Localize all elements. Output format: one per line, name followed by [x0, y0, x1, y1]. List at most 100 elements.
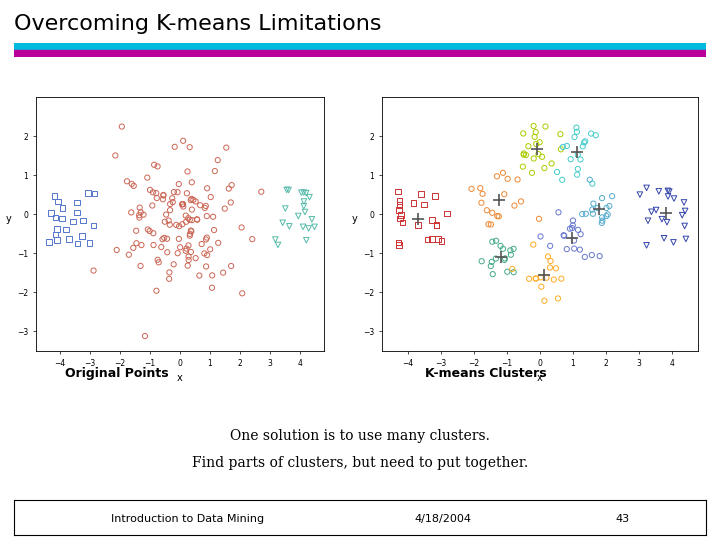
Point	[571, 127, 582, 136]
Point	[158, 191, 169, 200]
Point	[164, 220, 176, 229]
Point	[109, 151, 121, 160]
Point	[192, 215, 203, 224]
Point	[394, 241, 405, 249]
Point	[202, 184, 213, 193]
Point	[554, 130, 566, 138]
Point	[548, 275, 559, 284]
Point	[194, 201, 206, 210]
Point	[169, 143, 181, 151]
Point	[284, 222, 295, 231]
Point	[153, 258, 164, 267]
Point	[225, 198, 236, 207]
Point	[602, 210, 613, 219]
Point	[152, 162, 163, 171]
Point	[641, 184, 652, 192]
Point	[530, 128, 541, 137]
Point	[603, 202, 615, 211]
Point	[277, 219, 289, 227]
Point	[173, 234, 184, 243]
Point	[147, 201, 158, 210]
Point	[557, 176, 568, 184]
Point	[474, 184, 486, 192]
Point	[650, 206, 662, 214]
Point	[653, 187, 665, 195]
Point	[517, 163, 528, 171]
Point	[180, 218, 192, 226]
Point	[556, 274, 567, 283]
Point	[580, 210, 592, 218]
Point	[77, 217, 89, 225]
Point	[529, 132, 541, 141]
Point	[526, 168, 538, 177]
Point	[557, 143, 569, 151]
Point	[534, 214, 545, 223]
Point	[88, 221, 99, 230]
Point	[552, 167, 563, 176]
Point	[564, 225, 576, 233]
Point	[192, 215, 203, 224]
Point	[206, 284, 217, 292]
Point	[505, 246, 516, 255]
Point	[680, 234, 692, 243]
Point	[147, 188, 158, 197]
Point	[207, 271, 218, 280]
Point	[642, 217, 654, 225]
Point	[202, 251, 213, 259]
Point	[487, 238, 498, 246]
Point	[163, 274, 175, 283]
Point	[393, 238, 405, 247]
Point	[56, 214, 68, 223]
Point	[592, 204, 603, 212]
Point	[84, 239, 95, 247]
Point	[395, 214, 406, 223]
Point	[395, 211, 407, 219]
Point	[60, 225, 72, 234]
Point	[158, 233, 170, 242]
Text: Introduction to Data Mining: Introduction to Data Mining	[111, 514, 264, 524]
Point	[71, 239, 83, 248]
Point	[584, 176, 595, 184]
Point	[148, 229, 159, 238]
Point	[580, 137, 591, 146]
Point	[516, 197, 527, 206]
Point	[535, 232, 546, 241]
Point	[172, 249, 184, 258]
Y-axis label: y: y	[351, 214, 357, 224]
Point	[219, 204, 230, 213]
Point	[180, 246, 192, 255]
Point	[579, 253, 590, 261]
Point	[476, 257, 487, 266]
Point	[164, 206, 176, 214]
Point	[441, 210, 453, 218]
Point	[505, 251, 517, 259]
Point	[186, 205, 198, 214]
Point	[183, 241, 194, 249]
Point	[158, 191, 169, 199]
Point	[394, 197, 405, 205]
Point	[190, 197, 202, 206]
Point	[574, 245, 585, 254]
Point	[196, 240, 207, 248]
Point	[144, 227, 156, 235]
Point	[116, 122, 127, 131]
Point	[306, 215, 318, 224]
Point	[134, 204, 145, 212]
Point	[536, 282, 547, 291]
Point	[656, 215, 667, 224]
Point	[157, 195, 168, 204]
Point	[144, 186, 156, 194]
Point	[186, 194, 197, 203]
Point	[150, 286, 162, 295]
Point	[528, 240, 539, 249]
Point	[184, 230, 196, 238]
Point	[518, 151, 529, 159]
Point	[201, 233, 212, 242]
Point	[508, 201, 520, 210]
Point	[50, 231, 61, 239]
Point	[168, 188, 179, 197]
Point	[578, 138, 590, 147]
Point	[157, 235, 168, 244]
Point	[498, 255, 510, 264]
Point	[186, 178, 197, 186]
